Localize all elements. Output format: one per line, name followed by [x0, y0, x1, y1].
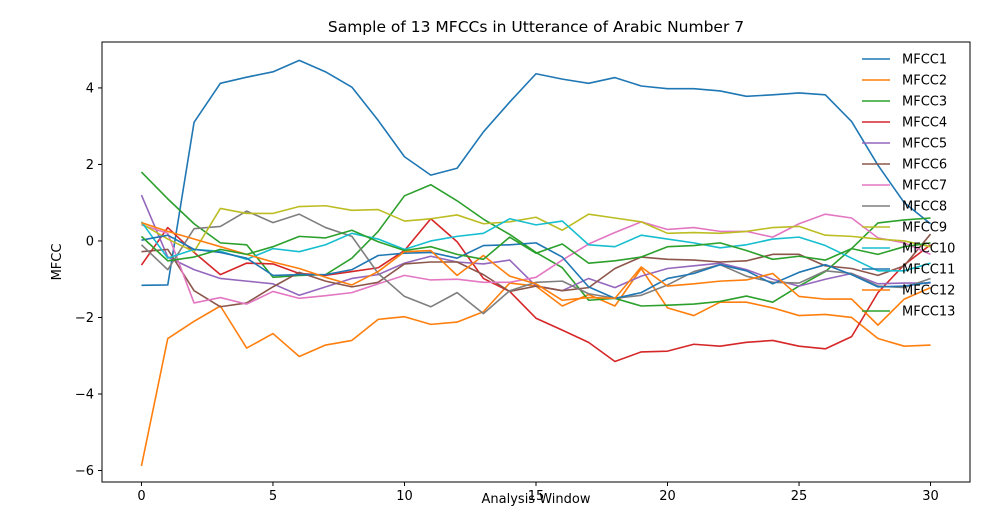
legend-entry-label: MFCC1 — [902, 53, 947, 68]
x-tick-label: 20 — [659, 489, 676, 504]
x-axis-label: Analysis Window — [482, 492, 591, 507]
series-line-mfcc1 — [141, 59, 932, 287]
legend-entry-label: MFCC7 — [902, 179, 947, 194]
legend-entry-label: MFCC8 — [902, 200, 947, 215]
chart-title: Sample of 13 MFCCs in Utterance of Arabi… — [328, 18, 744, 36]
y-tick-label: 0 — [86, 234, 94, 249]
legend: MFCC1 MFCC2 MFCC3 MFCC4 MFCC5 MFCC6 MFCC7 MFCC8… — [862, 53, 955, 320]
x-tick-label: 30 — [922, 489, 939, 504]
y-tick-label: −4 — [75, 388, 94, 403]
y-axis-ticks: −6 −4 −2 0 2 4 — [75, 81, 102, 479]
series-line-mfcc12 — [141, 221, 931, 326]
legend-entry-label: MFCC6 — [902, 158, 947, 173]
series-line-mfcc11 — [141, 234, 931, 300]
legend-entry-label: MFCC13 — [902, 305, 955, 320]
plot-lines — [140, 59, 932, 467]
series-line-mfcc8 — [140, 210, 931, 315]
legend-entry-label: MFCC5 — [902, 137, 947, 152]
legend-entry-label: MFCC9 — [902, 221, 947, 236]
y-tick-label: 2 — [86, 158, 94, 173]
x-tick-label: 15 — [528, 489, 545, 504]
series-line-mfcc4 — [140, 217, 932, 363]
x-tick-label: 10 — [396, 489, 413, 504]
x-tick-label: 0 — [137, 489, 145, 504]
y-axis-label: MFCC — [50, 244, 65, 281]
legend-entry-label: MFCC3 — [902, 95, 947, 110]
y-tick-label: −2 — [75, 311, 94, 326]
x-tick-label: 5 — [269, 489, 277, 504]
series-line-mfcc7 — [141, 213, 931, 305]
series-line-mfcc13 — [140, 229, 931, 264]
legend-entry-label: MFCC11 — [902, 263, 955, 278]
x-axis-ticks: 0 5 10 15 20 25 30 — [137, 482, 939, 504]
series-line-mfcc9 — [141, 204, 931, 253]
series-line-mfcc10 — [140, 217, 931, 272]
series-line-mfcc5 — [140, 194, 931, 297]
legend-entry-label: MFCC2 — [902, 74, 947, 89]
x-tick-label: 25 — [791, 489, 808, 504]
legend-entry-label: MFCC10 — [902, 242, 955, 257]
y-tick-label: 4 — [86, 81, 94, 96]
y-tick-label: −6 — [75, 464, 94, 479]
legend-entry-label: MFCC4 — [902, 116, 947, 131]
series-line-mfcc6 — [141, 233, 932, 308]
legend-entry-label: MFCC12 — [902, 284, 955, 299]
plot-frame — [101, 41, 971, 483]
